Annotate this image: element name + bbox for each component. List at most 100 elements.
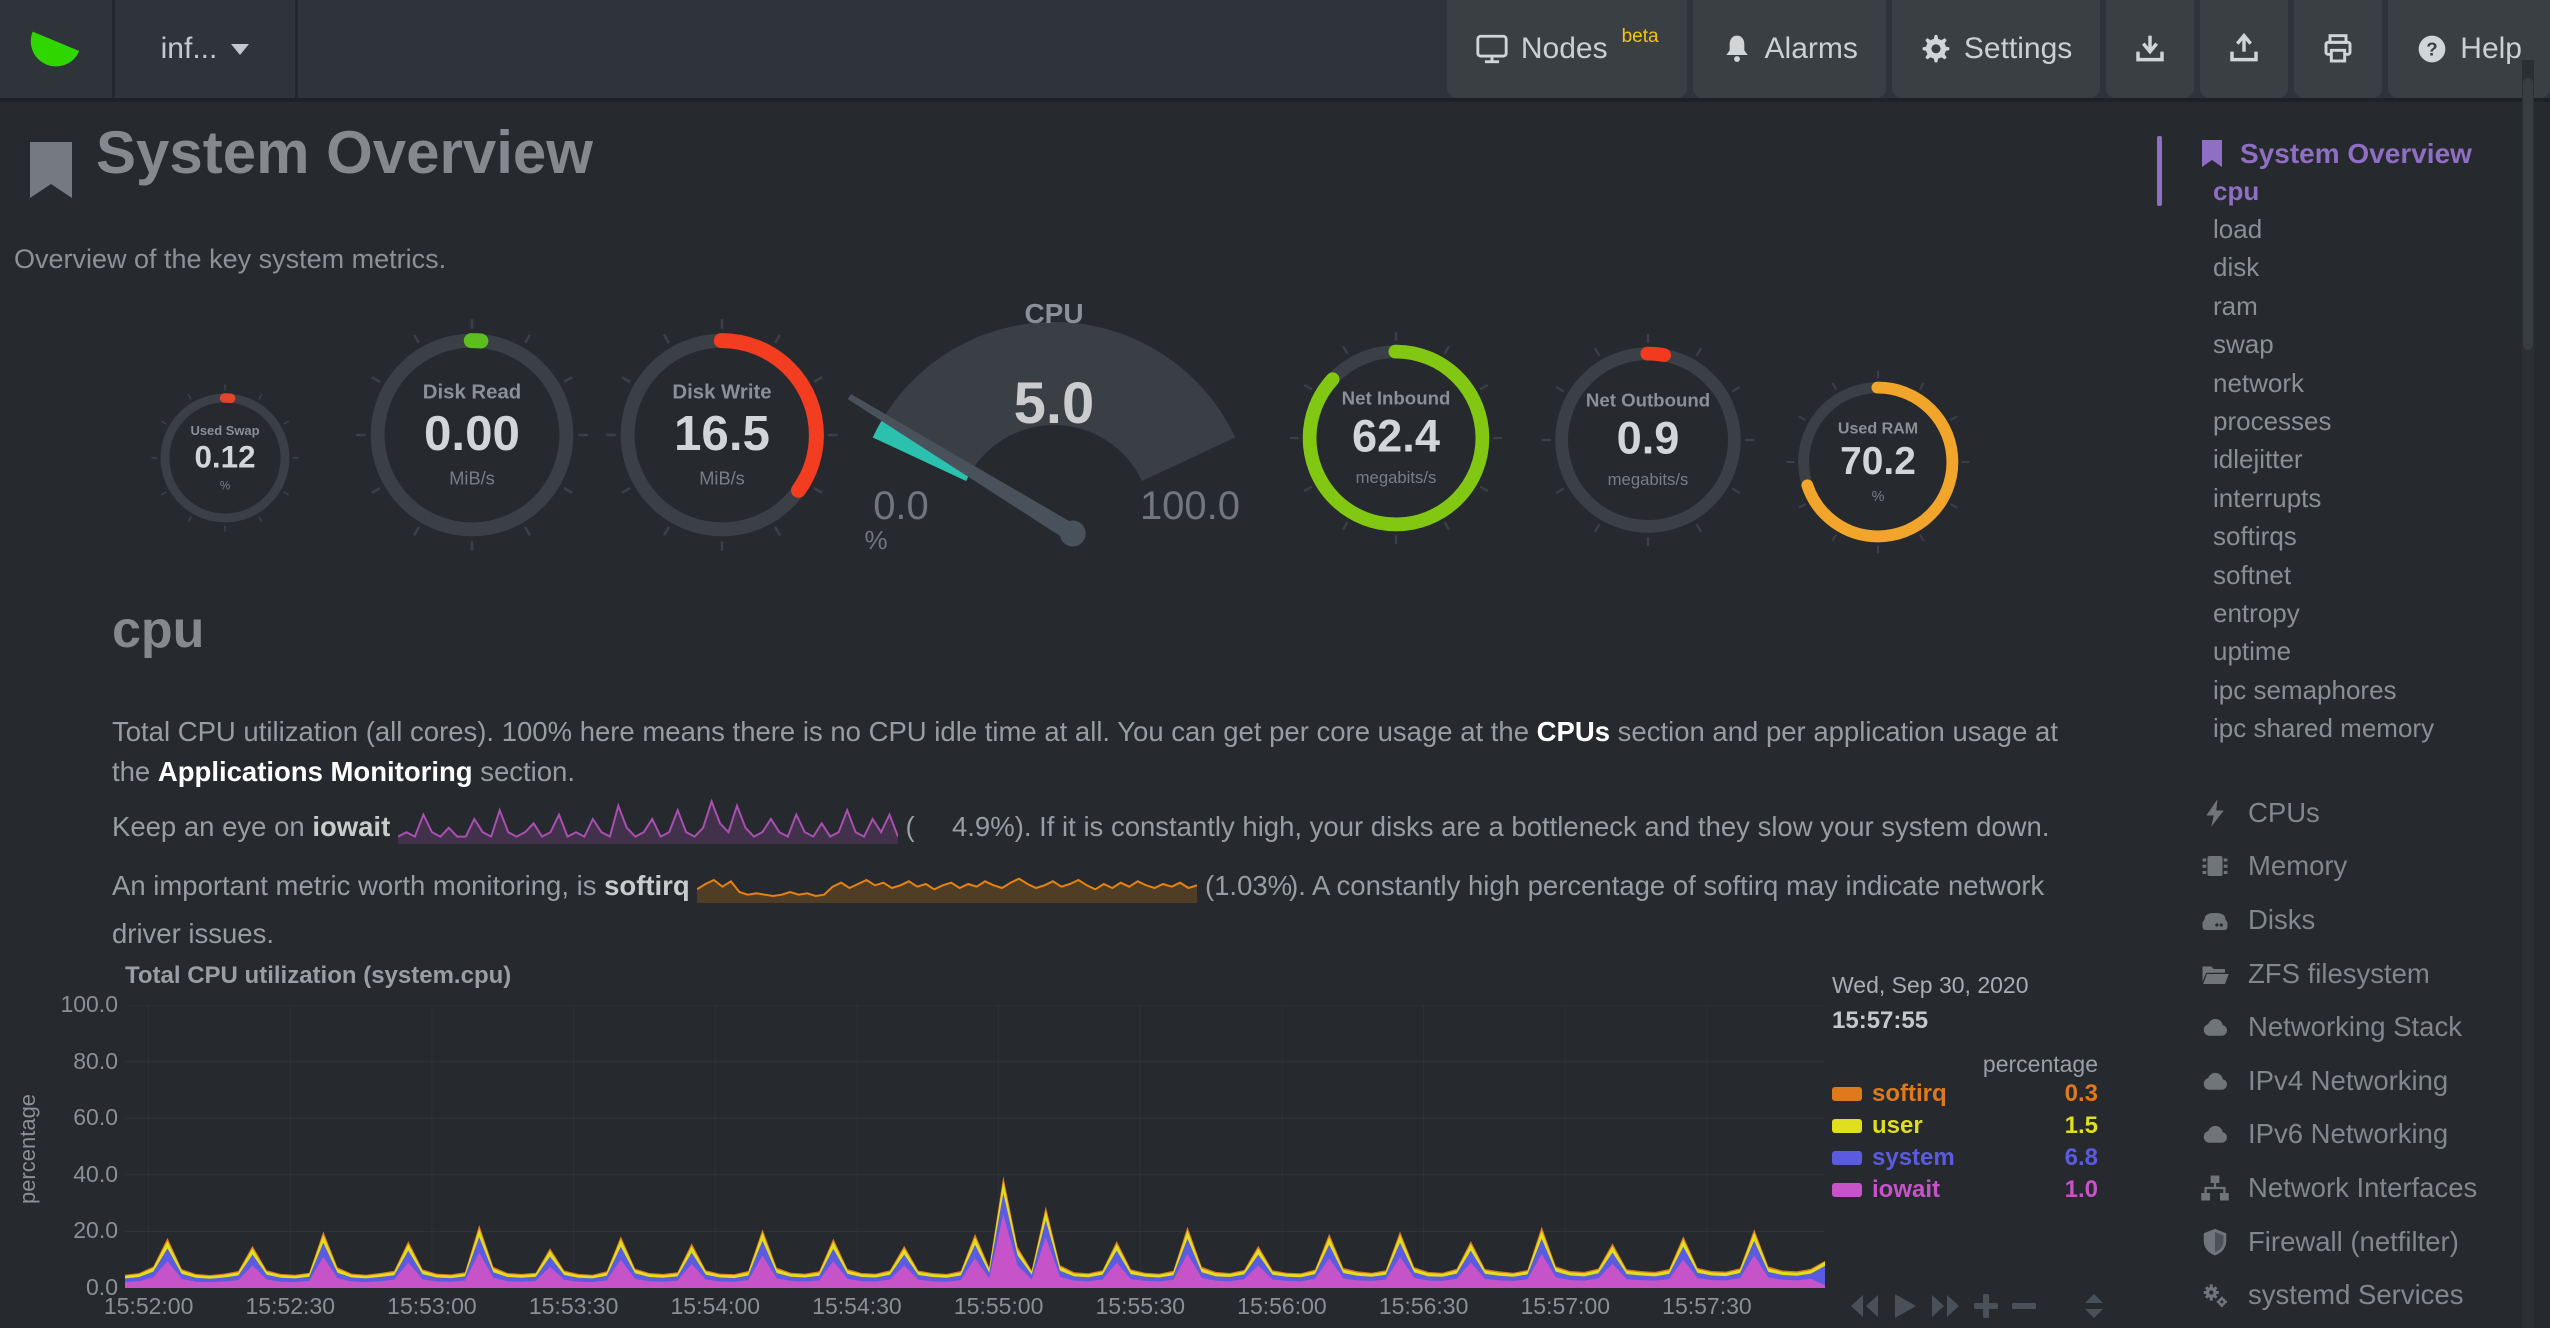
print-icon [2324,34,2352,63]
nodes-button[interactable]: Nodes beta [1446,0,1687,98]
sidebar-item-uptime[interactable]: uptime [2213,636,2292,667]
sidebar-section-ipv4-networking[interactable]: IPv4 Networking [2198,1054,2477,1108]
x-tick-label: 15:56:30 [1378,1293,1469,1319]
svg-text:0.0: 0.0 [873,484,929,528]
gauge-used-ram[interactable]: Used RAM 70.2% [1785,369,1971,555]
download-icon [2136,35,2165,62]
help-label: Help [2460,32,2522,65]
softirq-term: softirq [604,870,690,901]
beta-badge: beta [1621,26,1659,47]
sidebar-section-label: IPv4 Networking [2248,1064,2449,1096]
gauge-used-swap[interactable]: Used Swap 0.12% [150,383,300,533]
svg-text:70.2: 70.2 [1840,440,1916,483]
sidebar-section-ipv6-networking[interactable]: IPv6 Networking [2198,1108,2477,1162]
gauge-disk-write[interactable]: Disk Write 16.5 MiB/s [604,317,840,553]
sidebar-section-label: Networking Stack [2248,1011,2462,1043]
play-icon[interactable] [1892,1292,1918,1320]
netdata-logo-icon [30,31,80,67]
sidebar-item-swap[interactable]: swap [2213,329,2274,360]
svg-text:?: ? [2427,39,2438,60]
y-tick-label: 40.0 [73,1160,118,1187]
sidebar-section-network-interfaces[interactable]: Network Interfaces [2198,1161,2477,1215]
sidebar-item-load[interactable]: load [2213,214,2263,245]
upload-button[interactable] [2200,0,2289,98]
svg-text:16.5: 16.5 [674,406,770,461]
sidebar-section-label: CPUs [2248,796,2320,828]
sidebar-item-ipc-semaphores[interactable]: ipc semaphores [2213,674,2397,705]
nav-separator [112,0,115,98]
y-tick-label: 80.0 [73,1047,118,1074]
nodes-label: Nodes [1520,32,1608,65]
x-tick-label: 15:55:30 [1095,1293,1186,1319]
legend-label: iowait [1872,1176,1941,1203]
p1-text-d: section. [472,756,575,787]
alarms-label: Alarms [1764,32,1858,65]
sidebar-active-indicator [2157,136,2162,206]
p3-text-rest: ). A constantly high percentage of softi… [112,870,2045,949]
legend-row-user[interactable]: user 1.5 [1832,1110,2098,1142]
gauge-net-inbound[interactable]: Net Inbound 62.4 megabits/s [1288,330,1504,546]
host-dropdown[interactable]: inf... [115,0,295,98]
sidebar-item-disk[interactable]: disk [2213,252,2260,283]
x-tick-label: 15:52:30 [245,1293,336,1319]
legend-row-softirq[interactable]: softirq 0.3 [1832,1078,2098,1110]
zoom-out-icon[interactable] [2010,1292,2038,1320]
zoom-in-icon[interactable] [1972,1292,2000,1320]
gauge-net-outbound[interactable]: Net Outbound 0.9 megabits/s [1540,332,1756,548]
netdata-logo[interactable] [0,0,112,98]
sidebar-item-cpu[interactable]: cpu [2213,175,2260,206]
sidebar-item-ipc-shared-memory[interactable]: ipc shared memory [2213,713,2435,744]
gauge-disk-read[interactable]: Disk Read 0.00 MiB/s [354,317,590,553]
sidebar-section-networking-stack[interactable]: Networking Stack [2198,1000,2477,1054]
cpus-link[interactable]: CPUs [1536,716,1611,747]
sidebar-item-system-overview[interactable]: System Overview [2200,138,2472,170]
rewind-icon[interactable] [1848,1292,1882,1320]
monitor-icon [1476,34,1508,64]
sidebar-section-label: IPv6 Networking [2248,1118,2449,1150]
sidebar-section-disks[interactable]: Disks [2198,893,2477,947]
p1-text-b: section and per application usage at [1610,716,2058,747]
sidebar-item-idlejitter[interactable]: idlejitter [2213,444,2303,475]
chart-toolbox [1848,1292,2104,1320]
download-button[interactable] [2106,0,2195,98]
legend-swatch-softirq [1832,1087,1862,1101]
sidebar-scrollbar-track [2522,60,2534,1328]
sidebar-item-entropy[interactable]: entropy [2213,597,2300,628]
sidebar-item-softnet[interactable]: softnet [2213,559,2292,590]
sidebar-scrollbar-thumb[interactable] [2523,78,2533,350]
sidebar-section-systemd-services[interactable]: systemd Services [2198,1268,2477,1322]
svg-text:Net Inbound: Net Inbound [1342,388,1451,409]
folder-open-icon [2198,959,2232,989]
x-tick-label: 15:52:00 [103,1293,194,1319]
gauge-cpu[interactable]: CPU 5.0 0.0 100.0% [845,295,1275,595]
sidebar-item-softirqs[interactable]: softirqs [2213,521,2297,552]
y-tick-label: 0.0 [86,1274,118,1300]
settings-button[interactable]: Settings [1891,0,2101,98]
alarms-button[interactable]: Alarms [1692,0,1886,98]
help-icon: ? [2418,35,2446,63]
sidebar-item-ram[interactable]: ram [2213,290,2258,321]
hdd-icon [2198,905,2232,935]
sidebar-section-zfs-filesystem[interactable]: ZFS filesystem [2198,947,2477,1001]
bookmark-icon [2202,140,2222,167]
applications-monitoring-link[interactable]: Applications Monitoring [157,756,473,787]
svg-text:CPU: CPU [1024,298,1083,329]
y-tick-label: 60.0 [73,1104,118,1131]
sidebar-section-memory[interactable]: Memory [2198,840,2477,894]
svg-text:%: % [1872,489,1885,505]
sitemap-icon [2198,1173,2232,1203]
legend-row-iowait[interactable]: iowait 1.0 [1832,1174,2098,1206]
chart-title: Total CPU utilization (system.cpu) [125,962,512,989]
print-button[interactable] [2294,0,2383,98]
sidebar-item-processes[interactable]: processes [2213,406,2332,437]
fast-forward-icon[interactable] [1928,1292,1962,1320]
sidebar-section-cpus[interactable]: CPUs [2198,786,2477,840]
sidebar-item-interrupts[interactable]: interrupts [2213,482,2322,513]
sidebar-item-network[interactable]: network [2213,367,2305,398]
sidebar-section-firewall-netfilter-[interactable]: Firewall (netfilter) [2198,1215,2477,1269]
x-tick-label: 15:57:30 [1662,1293,1752,1319]
cpu-chart-plot[interactable] [125,1004,1825,1293]
legend-row-system[interactable]: system 6.8 [1832,1142,2098,1174]
shield-icon [2198,1227,2232,1257]
resize-handle-icon[interactable] [2084,1292,2104,1320]
